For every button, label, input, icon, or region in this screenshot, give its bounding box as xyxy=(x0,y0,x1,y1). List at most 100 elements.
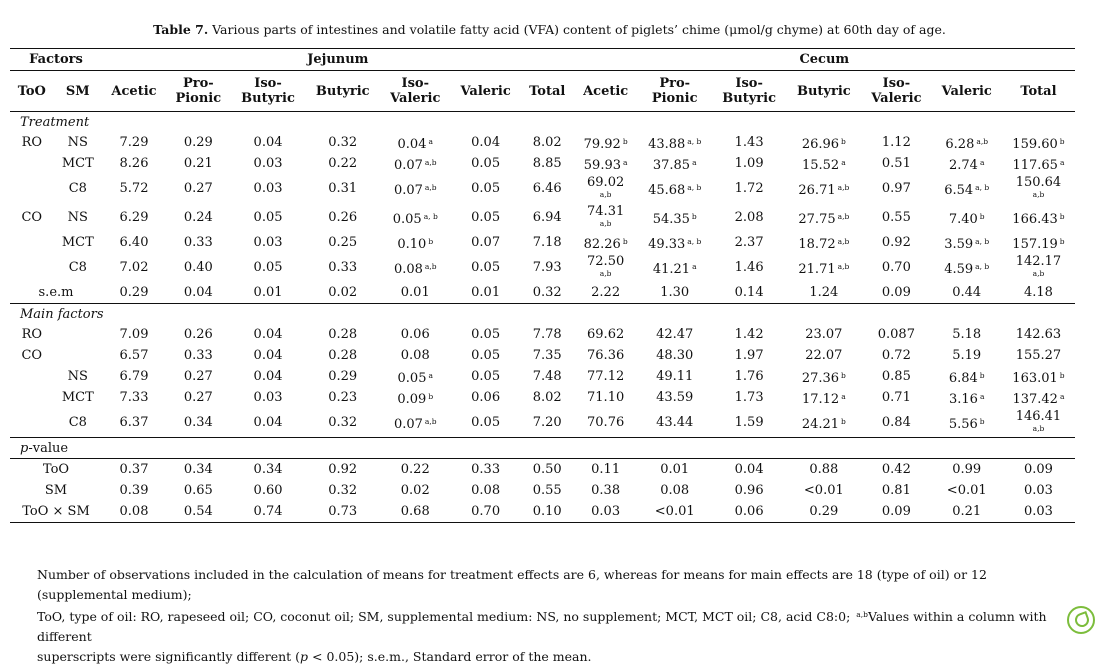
value-text: 27.75 xyxy=(798,211,836,227)
row-type-of-oil xyxy=(10,232,54,253)
value-text: 1.42 xyxy=(734,327,764,342)
table-cell: 0.05 xyxy=(231,203,306,232)
row-type-of-oil xyxy=(10,408,54,438)
table-cell: <0.01 xyxy=(637,501,712,523)
table-cell: 0.29 xyxy=(786,501,862,523)
table-cell: 0.54 xyxy=(165,501,231,523)
value-superscript: a, b xyxy=(975,261,990,271)
value-text: 0.24 xyxy=(183,210,213,225)
value-text: 22.07 xyxy=(805,348,843,363)
value-superscript: b xyxy=(428,236,434,246)
value-text: 82.26 xyxy=(583,236,621,252)
table-cell: 0.04 xyxy=(450,132,520,153)
factors-group-header: Factors xyxy=(10,48,102,71)
table-cell: 0.09 xyxy=(881,285,911,300)
value-text: 72.50 xyxy=(587,253,625,269)
table-cell: 0.04 xyxy=(231,132,306,153)
value-text: 0.05 xyxy=(471,156,501,171)
value-text: 18.72 xyxy=(798,236,836,252)
column-header: Acetic xyxy=(573,70,638,112)
table-cell: 0.03 xyxy=(231,232,306,253)
table-cell: 69.02 a,b xyxy=(574,174,638,203)
value-superscript: a, b xyxy=(687,182,702,192)
table-row-p-value: ToO 0.37 0.34 0.34 0.92 0.22 0.33 0.50 0.11 0.01 0… xyxy=(10,458,1075,480)
table-cell: 0.03 xyxy=(573,501,638,523)
row-label: ToO × SM xyxy=(10,501,102,523)
footnote-line-1: Number of observations included in the c… xyxy=(37,567,987,602)
value-text: 0.04 xyxy=(397,136,427,152)
row-label: SM xyxy=(44,483,68,498)
value-text: 0.25 xyxy=(328,235,358,250)
value-text: 0.34 xyxy=(183,415,213,430)
table-cell: 0.05 xyxy=(231,253,306,282)
value-text: 0.27 xyxy=(183,181,213,196)
value-text: 0.04 xyxy=(471,135,501,150)
table-cell: 0.10 xyxy=(520,501,574,523)
value-text: 0.04 xyxy=(253,369,283,384)
p-symbol: p xyxy=(20,440,29,456)
value-superscript: a,b xyxy=(424,182,437,192)
table-cell: 76.36 xyxy=(574,345,638,366)
row-type-of-oil xyxy=(10,174,54,203)
footnote-line-2-text: ToO, type of oil: RO, rapeseed oil; CO, … xyxy=(37,609,851,624)
table-cell: 0.26 xyxy=(305,203,380,232)
table-cell: 70.76 xyxy=(574,408,638,438)
value-text: 7.18 xyxy=(532,235,562,250)
table-cell: 0.06 xyxy=(450,387,520,408)
table-cell: 1.59 xyxy=(712,408,787,438)
table-cell: 5.19 xyxy=(932,345,1002,366)
table-cell: 0.32 xyxy=(328,483,358,498)
table-cell: 0.01 xyxy=(637,458,712,480)
table-cell: 2.22 xyxy=(591,285,621,300)
table-cell: 0.29 xyxy=(166,132,231,153)
table-cell: 7.48 xyxy=(521,366,574,387)
value-text: 0.05 xyxy=(471,210,501,225)
value-text: 54.35 xyxy=(652,211,690,227)
section-row-p-value: p-value xyxy=(10,437,1075,459)
table-cell: 1.97 xyxy=(712,345,787,366)
value-superscript: b xyxy=(979,211,985,221)
table-cell: 0.03 xyxy=(1023,483,1053,498)
value-text: 5.72 xyxy=(119,181,149,196)
table-cell: 0.70 xyxy=(861,253,931,282)
row-type-of-oil: CO xyxy=(21,348,43,363)
value-text: 0.08 xyxy=(400,348,430,363)
value-text: 7.93 xyxy=(532,260,562,275)
caption-label: Table 7. xyxy=(153,22,209,37)
table-cell: 0.09 xyxy=(861,501,932,523)
table-cell: <0.01 xyxy=(803,483,844,498)
value-text: 0.33 xyxy=(328,260,358,275)
value-text: 7.48 xyxy=(532,369,562,384)
value-text: 24.21 xyxy=(801,416,840,432)
table-cell: 2.74 a xyxy=(932,153,1002,174)
stacked-value: 72.50 a,b xyxy=(587,253,625,279)
table-cell: 0.55 xyxy=(861,203,931,232)
value-text: 42.47 xyxy=(656,327,694,342)
table-cell: 0.29 xyxy=(119,285,149,300)
table-cell: 43.59 xyxy=(638,387,712,408)
value-text: 71.10 xyxy=(587,390,625,405)
row-label: s.e.m xyxy=(38,285,74,300)
row-type-of-oil xyxy=(10,366,54,387)
table-cell: 137.42 a xyxy=(1002,387,1075,408)
value-superscript: a, b xyxy=(687,236,702,246)
value-text: 8.02 xyxy=(532,135,562,150)
table-cell: 2.37 xyxy=(712,232,787,253)
row-label: ToO xyxy=(10,458,102,480)
table-cell: 59.93 a xyxy=(574,153,638,174)
table-cell: 0.08 xyxy=(102,501,166,523)
table-cell: 0.42 xyxy=(861,458,932,480)
value-text: 0.05 xyxy=(397,370,427,386)
table-cell: 0.14 xyxy=(734,285,764,300)
table-cell: 7.35 xyxy=(521,345,574,366)
table-cell: 17.12 a xyxy=(786,387,861,408)
value-superscript: a, b xyxy=(975,236,990,246)
row-supplement xyxy=(54,324,102,345)
table-cell: 0.07 a,b xyxy=(380,153,450,174)
group-header-row: Factors Jejunum Cecum xyxy=(10,48,1075,71)
table-cell: 7.02 xyxy=(102,253,166,282)
value-superscript: a xyxy=(1059,157,1065,167)
value-text: 0.03 xyxy=(253,390,283,405)
value-text: 5.56 xyxy=(948,416,978,432)
table-cell: 0.96 xyxy=(734,483,764,498)
